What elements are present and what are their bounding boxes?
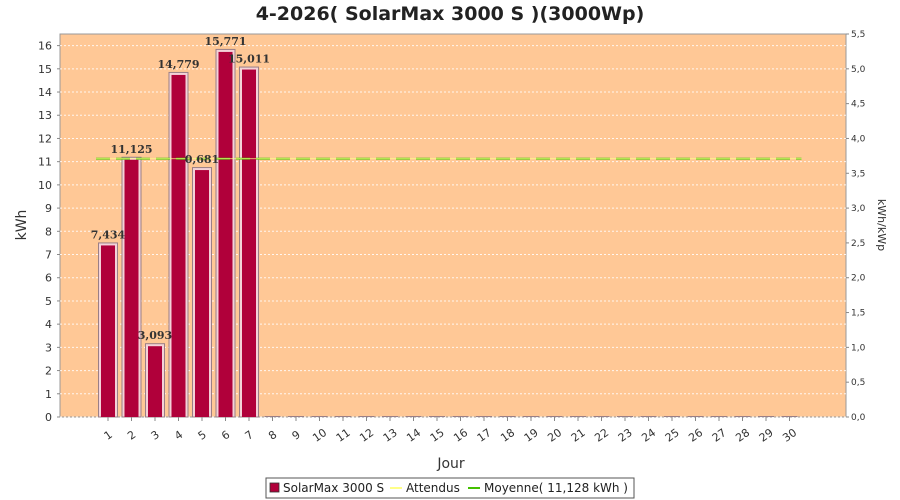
y-tick-label: 11 — [38, 156, 52, 169]
bar-fill — [124, 159, 139, 418]
y2-tick-label: 3,5 — [851, 169, 865, 179]
bar-fill — [171, 74, 186, 417]
legend-label-series: SolarMax 3000 S — [283, 481, 384, 495]
chart-title: 4-2026( SolarMax 3000 S )(3000Wp) — [256, 3, 645, 25]
x-tick-label: 13 — [381, 426, 400, 445]
x-tick-label: 4 — [172, 428, 185, 443]
plot-area — [59, 33, 847, 418]
bar-fill — [195, 170, 209, 417]
legend-label-expected: Attendus — [406, 481, 460, 495]
x-tick-label: 24 — [639, 426, 658, 445]
y2-tick-label: 5,0 — [851, 65, 866, 75]
x-tick-label: 19 — [522, 426, 541, 445]
data-label: 0,681 — [185, 153, 219, 166]
y2-axis-label: kWh/kWp — [875, 199, 888, 251]
x-tick-label: 10 — [310, 426, 329, 445]
x-tick-label: 21 — [569, 426, 588, 445]
x-axis-ticks: 1 2 3 4 5 6 7 8 9 10 11 12 13 14 15 16 17 18 19 20 21 22 23 24 2… — [102, 417, 799, 445]
x-tick-label: 23 — [616, 426, 635, 445]
y2-tick-label: 1,5 — [851, 309, 865, 319]
x-tick-label: 30 — [780, 426, 799, 445]
x-tick-label: 7 — [243, 428, 256, 443]
data-label: 3,093 — [138, 329, 172, 342]
y2-tick-label: 4,0 — [851, 134, 866, 144]
data-label: 11,125 — [110, 143, 152, 156]
x-tick-label: 29 — [757, 426, 776, 445]
y-tick-label: 10 — [38, 179, 52, 192]
y2-tick-label: 0,0 — [851, 413, 866, 423]
y-tick-label: 3 — [45, 341, 52, 354]
bar-fill — [218, 51, 233, 418]
y-tick-label: 1 — [45, 388, 52, 401]
x-tick-label: 20 — [545, 426, 564, 445]
y-tick-label: 14 — [38, 86, 52, 99]
y-tick-label: 7 — [45, 249, 52, 262]
data-labels: 7,434 11,125 3,093 14,779 0,681 15,771 15,011 — [91, 35, 270, 342]
x-tick-label: 8 — [266, 428, 279, 443]
x-tick-label: 15 — [428, 426, 447, 445]
x-tick-label: 28 — [733, 426, 752, 445]
y2-axis-ticks: 0,0 0,5 1,0 1,5 2,0 2,5 3,0 3,5 4,0 4,5 5,0 5,5 — [846, 30, 866, 423]
y2-tick-label: 5,5 — [851, 30, 865, 40]
x-tick-label: 2 — [125, 428, 138, 443]
x-tick-label: 1 — [102, 428, 115, 443]
y-tick-label: 5 — [45, 295, 52, 308]
x-tick-label: 6 — [219, 428, 232, 443]
legend-box — [265, 477, 635, 499]
x-tick-label: 9 — [290, 428, 303, 443]
x-tick-label: 27 — [710, 426, 729, 445]
y-tick-label: 13 — [38, 109, 52, 122]
legend-swatch-series — [269, 482, 280, 493]
y-tick-label: 9 — [45, 202, 52, 215]
y-tick-label: 4 — [45, 318, 52, 331]
x-tick-label: 5 — [196, 428, 209, 443]
y-tick-label: 8 — [45, 225, 52, 238]
y-tick-label: 2 — [45, 365, 52, 378]
legend-label-average: Moyenne( 11,128 kWh ) — [484, 481, 628, 495]
x-tick-label: 26 — [686, 426, 705, 445]
y-tick-label: 6 — [45, 272, 52, 285]
x-tick-label: 14 — [404, 426, 423, 445]
y-tick-label: 12 — [38, 132, 52, 145]
y2-tick-label: 2,0 — [851, 274, 866, 284]
x-tick-label: 16 — [451, 426, 470, 445]
bar-fill — [148, 346, 162, 417]
bar-fill — [242, 69, 256, 417]
x-tick-label: 11 — [334, 426, 353, 445]
x-tick-label: 22 — [592, 426, 611, 445]
y-tick-label: 15 — [38, 63, 52, 76]
legend: SolarMax 3000 S Attendus Moyenne( 11,128… — [265, 477, 635, 499]
x-tick-label: 18 — [498, 426, 517, 445]
x-tick-label: 12 — [357, 426, 376, 445]
y2-tick-label: 4,5 — [851, 100, 865, 110]
x-tick-label: 3 — [149, 428, 162, 443]
data-label: 14,779 — [157, 58, 199, 71]
x-tick-label: 25 — [663, 426, 682, 445]
x-axis-label: Jour — [436, 456, 465, 472]
y2-tick-label: 0,5 — [851, 378, 865, 388]
data-label: 15,011 — [228, 53, 270, 66]
data-label: 15,771 — [204, 35, 246, 48]
x-tick-label: 17 — [475, 426, 494, 445]
bar-fill — [101, 245, 115, 417]
y-tick-label: 0 — [45, 411, 52, 424]
y2-tick-label: 3,0 — [851, 204, 866, 214]
data-label: 7,434 — [91, 228, 126, 241]
y2-tick-label: 1,0 — [851, 343, 866, 353]
y-axis-label: kWh — [14, 210, 30, 241]
y-tick-label: 16 — [38, 40, 52, 53]
y2-tick-label: 2,5 — [851, 239, 865, 249]
